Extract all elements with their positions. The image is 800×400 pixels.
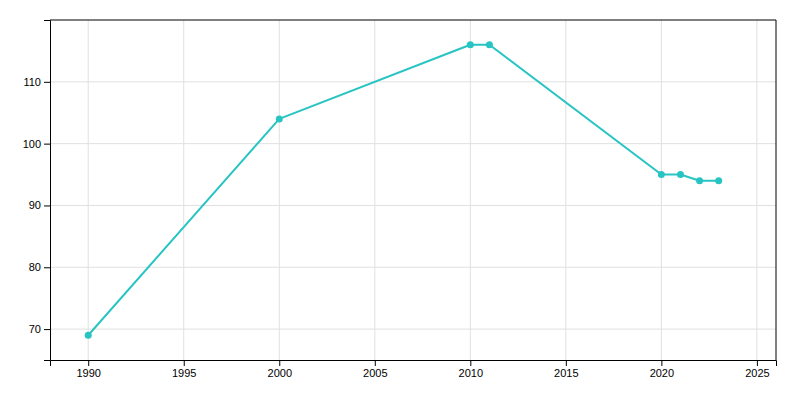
tick-mark: [88, 360, 89, 366]
tick-mark: [44, 329, 50, 330]
tick-label: 1995: [172, 367, 196, 379]
line: [88, 45, 718, 336]
plot: 1990 1995 2000 2005 2010 2015 2020 2025 70 80 90 10…: [23, 20, 777, 379]
tick: 70: [29, 323, 50, 335]
tick-label: 110: [23, 76, 41, 88]
tick-label: 2010: [459, 367, 483, 379]
grid: [50, 20, 776, 360]
tick: 2015: [554, 360, 578, 379]
x-axis: 1990 1995 2000 2005 2010 2015 2020 2025: [51, 360, 777, 379]
tick-label: 2020: [650, 367, 674, 379]
tick-mark: [44, 82, 50, 83]
tick-mark: [44, 267, 50, 268]
tick: 2010: [459, 360, 483, 379]
point: [467, 41, 474, 48]
tick: 2000: [268, 360, 292, 379]
tick-mark: [757, 360, 758, 366]
tick-mark: [44, 144, 50, 145]
grid-line: [50, 329, 776, 330]
tick: 2020: [650, 360, 674, 379]
grid-line: [756, 20, 757, 360]
frame: [776, 20, 777, 360]
tick-label: 1990: [76, 367, 100, 379]
tick-label: 100: [23, 138, 41, 150]
point: [276, 115, 283, 122]
point: [715, 177, 722, 184]
tick-mark: [470, 360, 471, 366]
tick-label: 2000: [268, 367, 292, 379]
grid-line: [661, 20, 662, 360]
tick-mark: [184, 360, 185, 366]
tick: 1995: [172, 360, 196, 379]
point: [658, 171, 665, 178]
grid-line: [470, 20, 471, 360]
marks: [85, 41, 722, 339]
tick: 1990: [76, 360, 100, 379]
y-axis: 70 80 90 100 110: [23, 21, 51, 361]
tick-label: 70: [29, 323, 41, 335]
chart: 1990 1995 2000 2005 2010 2015 2020 2025 70 80 90 10…: [0, 0, 800, 400]
axis-line: [44, 21, 51, 361]
tick-label: 90: [29, 199, 41, 211]
grid-line: [279, 20, 280, 360]
frame: [50, 20, 776, 21]
tick-mark: [661, 360, 662, 366]
grid-line: [183, 20, 184, 360]
tick: 110: [23, 76, 50, 88]
grid-line: [50, 205, 776, 206]
grid-line: [50, 143, 776, 144]
point: [696, 177, 703, 184]
point: [677, 171, 684, 178]
tick: 2025: [745, 360, 769, 379]
point: [85, 332, 92, 339]
grid-line: [565, 20, 566, 360]
tick-label: 2025: [745, 367, 769, 379]
tick-mark: [375, 360, 376, 366]
tick-mark: [44, 205, 50, 206]
grid-line: [374, 20, 375, 360]
tick-label: 2015: [554, 367, 578, 379]
tick: 100: [23, 138, 50, 150]
grid-line: [50, 81, 776, 82]
tick-label: 2005: [363, 367, 387, 379]
tick-label: 80: [29, 261, 41, 273]
grid-line: [88, 20, 89, 360]
tick: 2005: [363, 360, 387, 379]
tick: 80: [29, 261, 50, 273]
point: [486, 41, 493, 48]
tick: 90: [29, 199, 50, 211]
axis-line: [51, 361, 777, 367]
tick-mark: [279, 360, 280, 366]
tick-mark: [566, 360, 567, 366]
grid-line: [50, 267, 776, 268]
